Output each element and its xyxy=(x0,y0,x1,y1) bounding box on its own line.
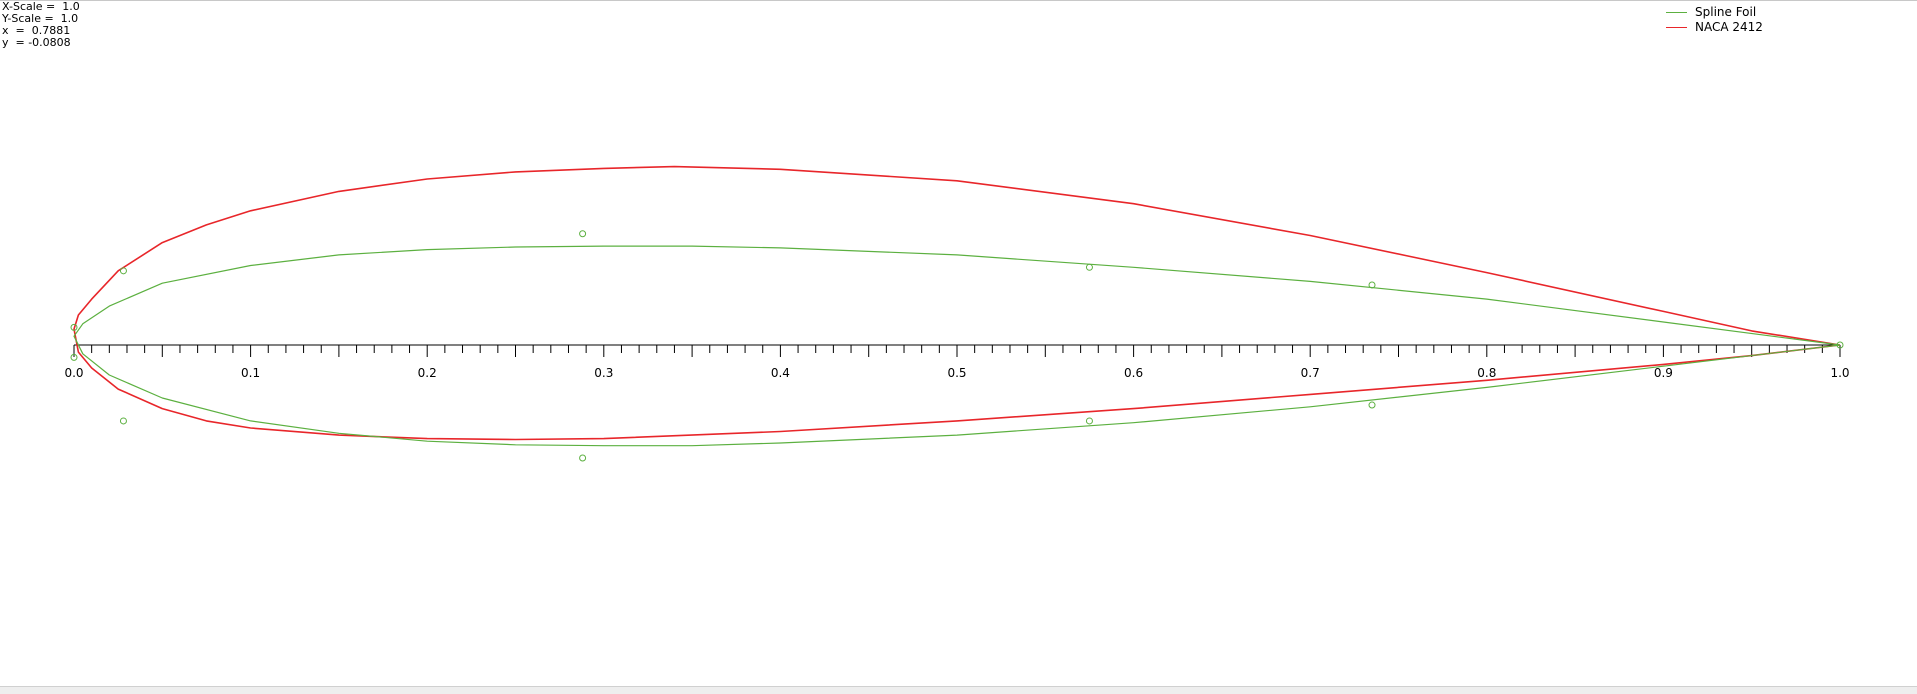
legend-swatch-naca-2412 xyxy=(1666,27,1687,28)
coordinate-readout: X-Scale = 1.0 Y-Scale = 1.0 x = 0.7881 y… xyxy=(2,1,80,49)
spline-control-point[interactable] xyxy=(1368,401,1376,409)
spline-control-point[interactable] xyxy=(119,417,127,425)
legend-item-naca-2412[interactable]: NACA 2412 xyxy=(1666,20,1763,35)
x-tick-label: 0.1 xyxy=(241,366,260,380)
spline-control-point[interactable] xyxy=(70,323,78,331)
series-line-spline-foil xyxy=(73,245,1841,447)
x-tick-label: 0.8 xyxy=(1477,366,1496,380)
y-coordinate-readout: y = -0.0808 xyxy=(2,36,71,49)
spline-control-point[interactable] xyxy=(1368,281,1376,289)
spline-control-point[interactable] xyxy=(1085,263,1093,271)
legend-item-spline-foil[interactable]: Spline Foil xyxy=(1666,5,1763,20)
x-tick-label: 0.5 xyxy=(947,366,966,380)
y-scale-readout: Y-Scale = 1.0 xyxy=(2,12,79,25)
x-tick-label: 0.4 xyxy=(771,366,790,380)
legend-label-naca-2412: NACA 2412 xyxy=(1695,20,1763,34)
legend: Spline Foil NACA 2412 xyxy=(1666,5,1763,35)
spline-control-point[interactable] xyxy=(1085,417,1093,425)
x-tick-label: 0.3 xyxy=(594,366,613,380)
spline-control-point[interactable] xyxy=(579,230,587,238)
spline-control-point[interactable] xyxy=(70,353,78,361)
x-tick-label: 0.7 xyxy=(1301,366,1320,380)
x-coordinate-readout: x = 0.7881 xyxy=(2,24,71,37)
x-axis: 0.0 0.1 0.2 0.3 0.4 0.5 0.6 0.7 0.8 0.9 1.0 xyxy=(64,344,1850,380)
spline-control-point[interactable] xyxy=(119,267,127,275)
series-lines xyxy=(73,165,1841,447)
x-scale-readout: X-Scale = 1.0 xyxy=(2,0,80,13)
bottom-status-bar xyxy=(0,686,1917,694)
x-tick-label: 1.0 xyxy=(1830,366,1849,380)
x-tick-label: 0.0 xyxy=(64,366,83,380)
x-tick-label: 0.2 xyxy=(418,366,437,380)
spline-control-point[interactable] xyxy=(579,454,587,462)
x-tick-label: 0.9 xyxy=(1654,366,1673,380)
legend-swatch-spline-foil xyxy=(1666,12,1687,13)
legend-label-spline-foil: Spline Foil xyxy=(1695,5,1757,19)
control-points xyxy=(70,230,1844,462)
spline-control-point[interactable] xyxy=(1836,341,1844,349)
x-tick-label: 0.6 xyxy=(1124,366,1143,380)
top-border xyxy=(0,0,1917,1)
series-line-naca-2412 xyxy=(73,165,1841,441)
